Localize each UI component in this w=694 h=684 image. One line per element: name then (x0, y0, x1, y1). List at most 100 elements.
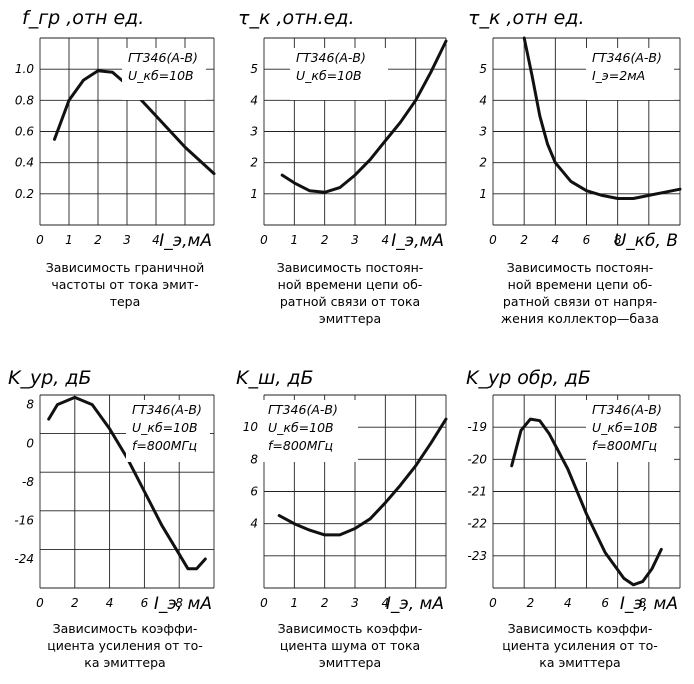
x-axis-label: I_э, мА (386, 594, 444, 614)
x-tick-label: 4 (106, 596, 114, 610)
y-axis-label: τ_к ,отн.ед. (238, 7, 355, 29)
y-tick-label: 5 (250, 62, 258, 76)
annotation-text: ГТ346(А-В) (592, 402, 662, 417)
y-tick-label: -22 (467, 517, 487, 531)
chart-panel-6: K_ур обр, дБ 0 2 4 6 8I_э, мА -19 -20 -21 -22 -23 Г… (466, 367, 681, 670)
y-axis-label: K_ш, дБ (236, 367, 314, 389)
y-tick-label: -21 (467, 485, 487, 499)
annotation-text: ГТ346(А-В) (268, 402, 338, 417)
caption-line: циента усиления от то- (502, 638, 658, 653)
x-tick-label: 2 (520, 233, 528, 247)
y-tick-label: 6 (250, 485, 258, 499)
data-series-line (53, 69, 216, 176)
y-tick-label: 8 (250, 452, 258, 466)
caption-line: жения коллектор—база (501, 311, 659, 326)
annotation-box (586, 48, 674, 100)
x-tick-label: 0 (36, 596, 44, 610)
caption-line: Зависимость коэффи- (53, 621, 198, 636)
x-tick-label: 4 (382, 596, 390, 610)
x-tick-label: 8 (175, 596, 183, 610)
annotation-text: f=800МГц (268, 438, 333, 453)
y-tick-label: -19 (467, 420, 487, 434)
y-tick-label: -24 (14, 552, 34, 566)
x-tick-label: 1 (291, 233, 299, 247)
y-tick-label: 4 (250, 93, 258, 107)
data-series-line (47, 395, 207, 571)
x-tick-label: 0 (489, 596, 497, 610)
x-tick-label: 8 (639, 596, 647, 610)
y-tick-label: 0.2 (15, 187, 34, 201)
y-axis-label: f_гр ,отн ед. (22, 7, 144, 29)
annotation-box (262, 400, 358, 462)
y-tick-label: 2 (250, 156, 258, 170)
annotation-text: f=800МГц (132, 438, 197, 453)
y-tick-label: -20 (467, 452, 487, 466)
caption-line: частоты от тока эмит- (51, 277, 198, 292)
annotation-box (122, 48, 206, 100)
x-axis-label: I_э,мА (159, 231, 212, 251)
x-tick-label: 6 (583, 233, 591, 247)
caption-line: Зависимость граничной (46, 260, 205, 275)
caption-line: циента усиления от то- (47, 638, 203, 653)
caption-line: ной времени цепи об- (278, 277, 423, 292)
y-tick-label: 5 (479, 62, 487, 76)
y-tick-label: 1 (250, 187, 258, 201)
x-axis-label: I_э,мА (391, 231, 444, 251)
caption-line: тера (110, 294, 141, 309)
y-tick-label: 8 (26, 398, 34, 412)
x-tick-label: 6 (601, 596, 609, 610)
y-axis-label: K_ур обр, дБ (466, 367, 591, 389)
y-tick-label: -16 (14, 513, 34, 527)
x-tick-label: 1 (291, 596, 299, 610)
x-tick-label: 4 (564, 596, 572, 610)
x-axis-label: I_э, мА (620, 594, 678, 614)
y-tick-label: -8 (22, 475, 34, 489)
annotation-text: ГТ346(А-В) (592, 50, 662, 65)
caption-line: Зависимость коэффи- (278, 621, 423, 636)
chart-panel-1: f_гр ,отн ед. 0 1 2 3 4 I_э,мА 0.2 0.4 0.6 0.8 1.0 Г… (15, 7, 216, 309)
y-tick-label: 1.0 (15, 62, 34, 76)
annotation-text: f=800МГц (592, 438, 657, 453)
x-axis-label: U_кб, В (614, 231, 678, 251)
chart-panel-3: τ_к ,отн ед. 0 2 4 6 8U_кб, В 1 2 3 4 5 ГТ346(А-В) I… (468, 7, 682, 326)
x-tick-label: 6 (141, 596, 149, 610)
x-tick-label: 4 (152, 233, 160, 247)
annotation-box (586, 400, 674, 462)
chart-panel-5: K_ш, дБ0 1 2 3 4I_э, мА46810ГТ346(А-В)U_кб=1… (236, 367, 448, 670)
data-series-line (280, 39, 448, 194)
annotation-text: U_кб=10В (132, 420, 198, 435)
caption-line: Зависимость постоян- (507, 260, 654, 275)
chart-panel-2: τ_к ,отн.ед.0 1 2 3 4 I_э,мА12345ГТ346(А-В)U_… (238, 7, 448, 326)
x-tick-label: 3 (123, 233, 131, 247)
annotation-text: I_э=2мА (592, 68, 645, 83)
y-tick-label: 4 (479, 93, 487, 107)
x-tick-label: 0 (36, 233, 44, 247)
caption-line: эмиттера (319, 311, 381, 326)
y-axis-label: K_ур, дБ (8, 367, 92, 389)
y-tick-label: 3 (479, 125, 487, 139)
x-tick-label: 8 (614, 233, 622, 247)
x-tick-label: 2 (71, 596, 79, 610)
y-tick-label: 3 (250, 125, 258, 139)
annotation-text: U_кб=10В (296, 68, 362, 83)
caption-line: Зависимость постоян- (277, 260, 424, 275)
x-tick-label: 4 (382, 233, 390, 247)
y-tick-label: 10 (243, 420, 259, 434)
x-tick-label: 0 (489, 233, 497, 247)
caption-line: циента шума от тока (280, 638, 420, 653)
chart-panel-4: K_ур, дБ0 2 4 6 8I_э, мА80-8-16-24ГТ346(А-В)… (8, 367, 215, 670)
x-tick-label: 2 (321, 596, 329, 610)
y-axis-label: τ_к ,отн ед. (468, 7, 585, 29)
x-tick-label: 2 (94, 233, 102, 247)
caption-line: ка эмиттера (539, 655, 620, 670)
x-tick-label: 3 (351, 233, 359, 247)
annotation-box (126, 400, 210, 462)
caption-line: ратной связи от тока (280, 294, 420, 309)
y-tick-label: -23 (467, 549, 487, 563)
x-tick-label: 3 (351, 596, 359, 610)
data-series-line (522, 36, 682, 200)
caption-line: ной времени цепи об- (508, 277, 653, 292)
caption-line: Зависимость коэффи- (508, 621, 653, 636)
x-tick-label: 0 (260, 596, 268, 610)
